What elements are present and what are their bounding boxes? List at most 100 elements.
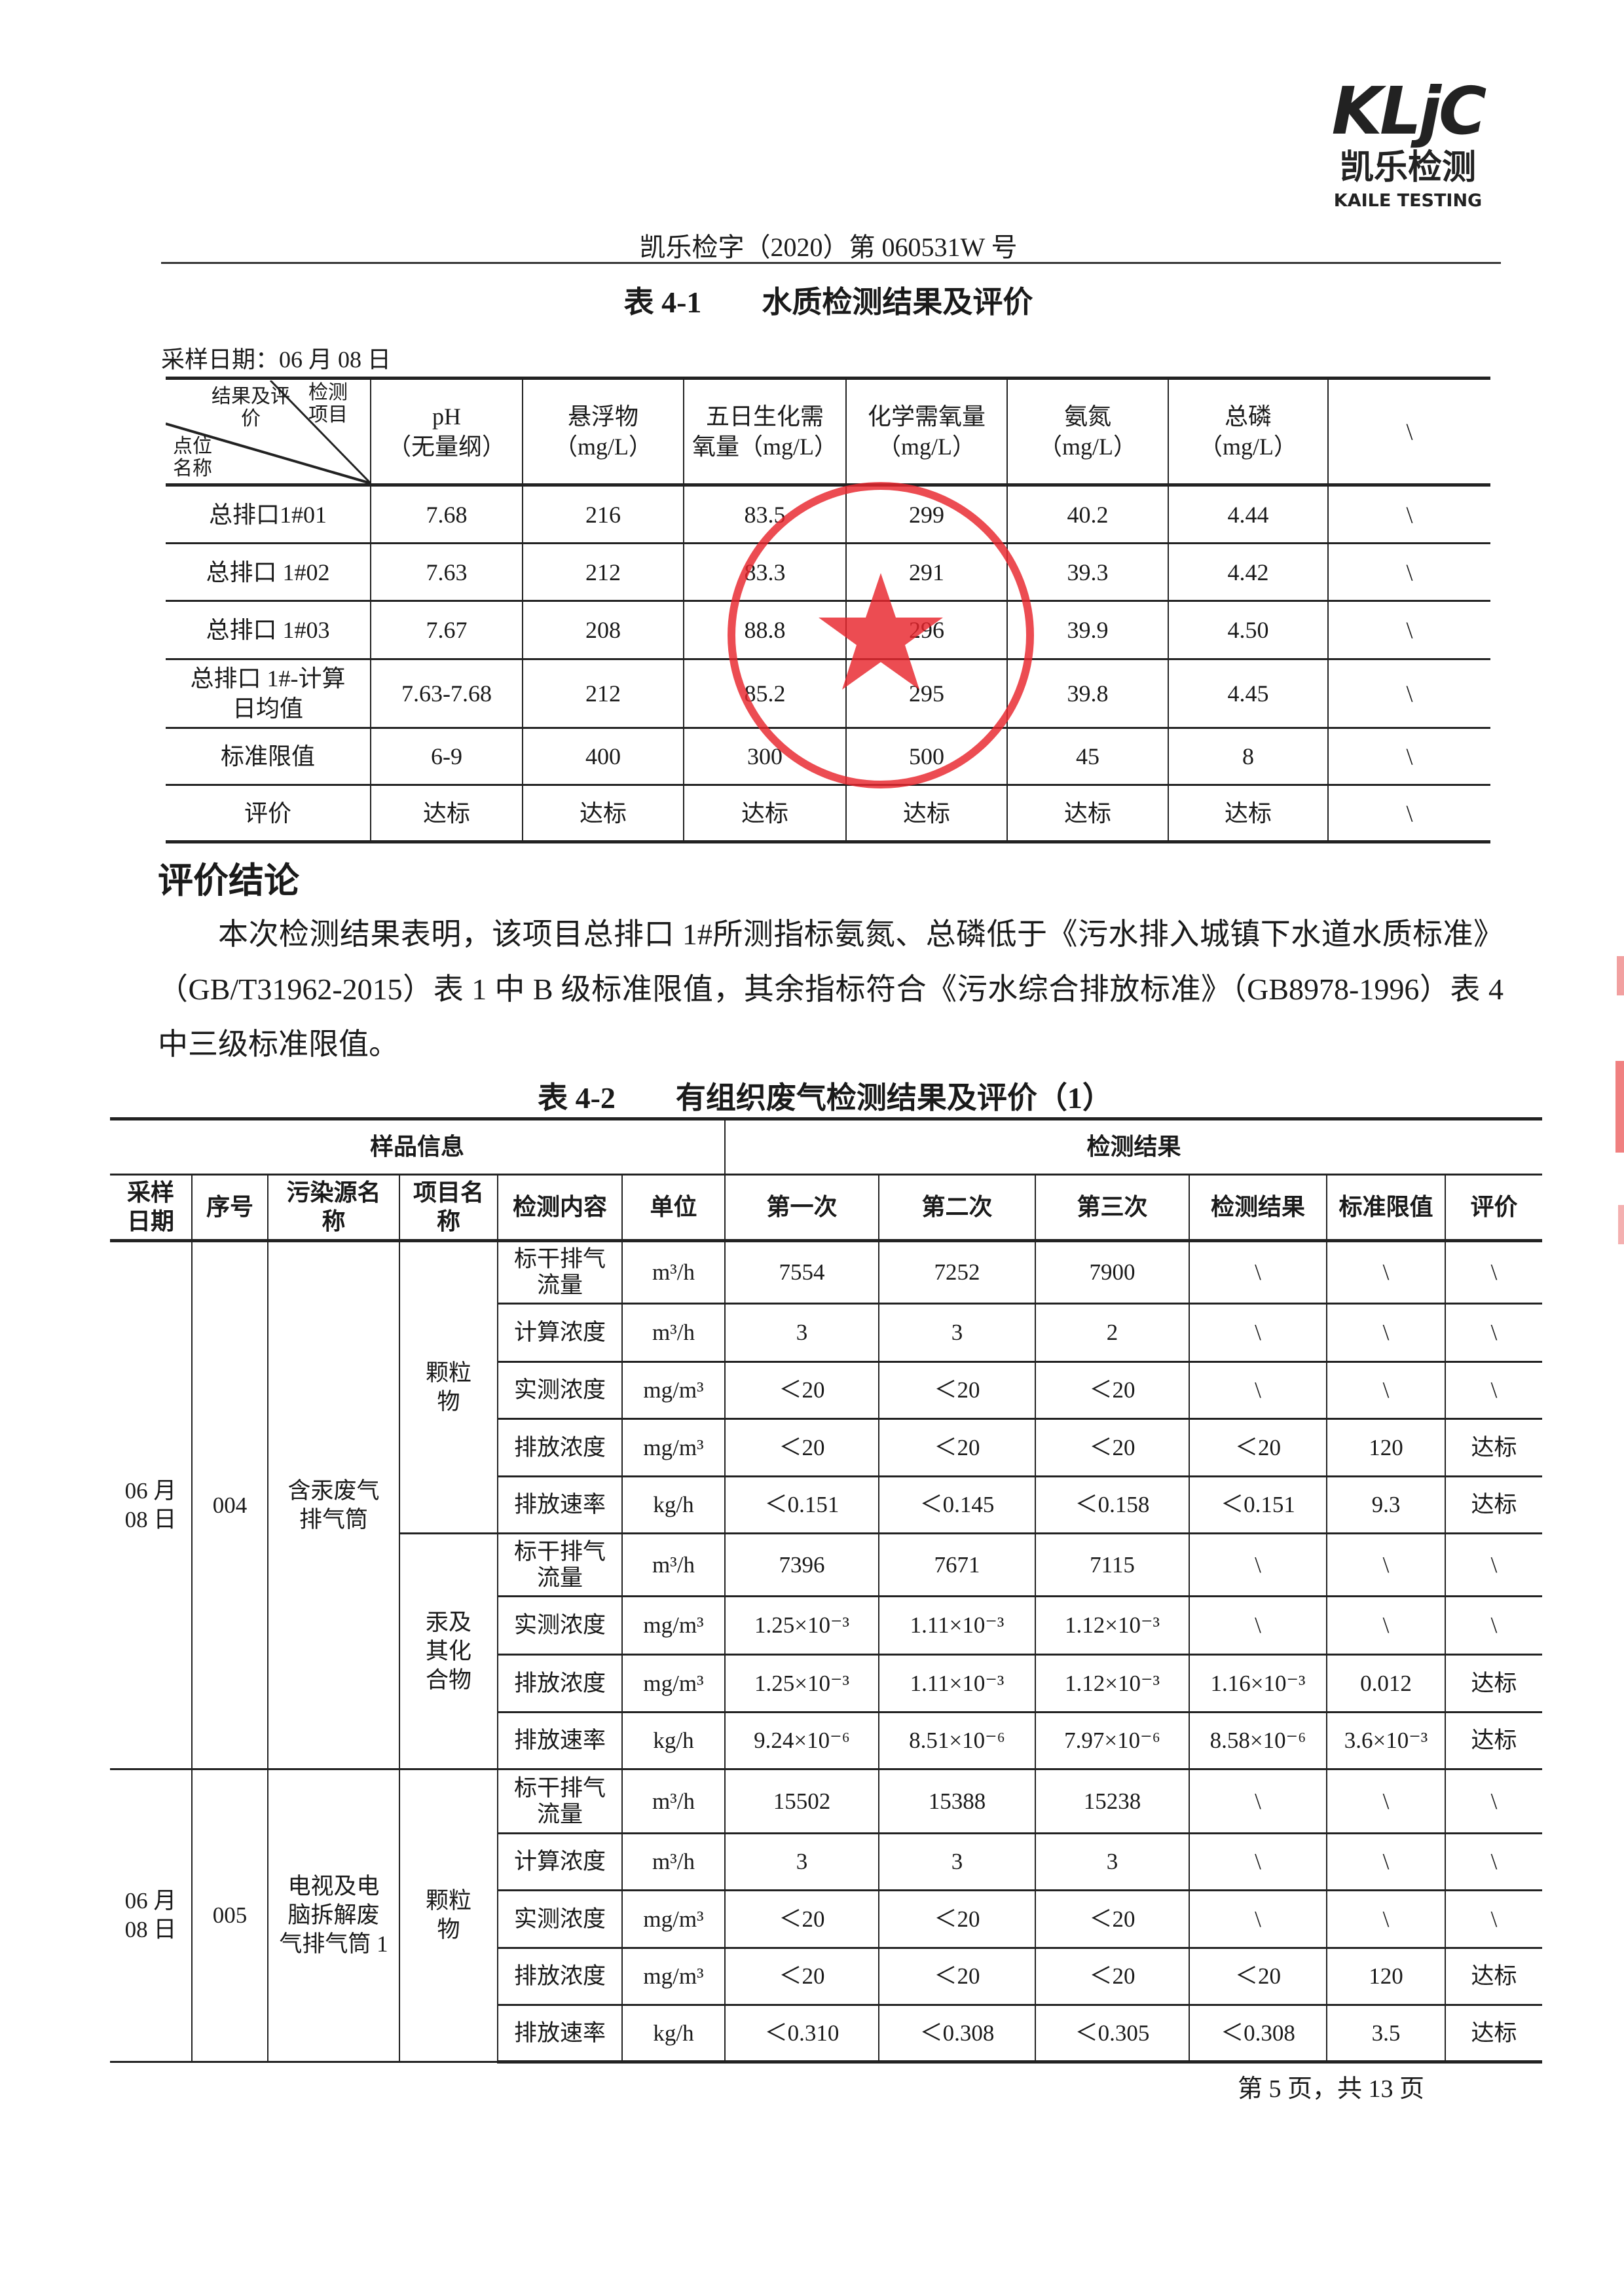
- header-name: 五日生化需: [705, 403, 824, 430]
- table2-row: 实测浓度 mg/m³ ＜20 ＜20 ＜20 \ \ \: [110, 1361, 1543, 1420]
- limit-cell: \: [1326, 1239, 1447, 1305]
- evaluation-cell: 达标: [1445, 1654, 1543, 1713]
- corner-label-top: 检测项目: [308, 381, 348, 426]
- company-logo: KLjC 凯乐检测 KAILE TESTING: [1316, 75, 1500, 226]
- third-value: ＜20: [1035, 1947, 1190, 2006]
- header-blank: \: [1327, 377, 1490, 487]
- unit-cell: m³/h: [621, 1239, 726, 1305]
- evaluation-cell: \: [1445, 1768, 1543, 1834]
- content-cell: 计算浓度: [497, 1303, 623, 1363]
- column-header: 单位: [621, 1174, 726, 1242]
- content-cell: 排放浓度: [497, 1654, 623, 1713]
- unit-cell: kg/h: [621, 1475, 726, 1534]
- third-value: 2: [1035, 1303, 1190, 1363]
- second-value: ＜20: [878, 1361, 1037, 1420]
- table2-row: 计算浓度 m³/h 3 3 2 \ \ \: [110, 1303, 1543, 1363]
- table1-row: 总排口 1#02 7.63 212 83.3 291 39.3 4.42 \: [166, 542, 1490, 602]
- table2-row: 实测浓度 mg/m³ ＜20 ＜20 ＜20 \ \ \: [110, 1889, 1543, 1949]
- second-value: 1.11×10⁻³: [878, 1654, 1037, 1713]
- evaluation-cell: \: [1445, 1239, 1543, 1305]
- evaluation-cell: 达标: [1445, 2004, 1543, 2064]
- result-cell: ＜20: [1189, 1418, 1328, 1477]
- value-cell: 7.68: [370, 483, 523, 544]
- value-cell: 39.8: [1006, 658, 1169, 729]
- value-cell: 400: [522, 727, 684, 786]
- evaluation-cell: \: [1445, 1889, 1543, 1949]
- content-cell: 实测浓度: [497, 1595, 623, 1656]
- header-name: 化学需氧量: [867, 403, 986, 430]
- first-value: 15502: [724, 1768, 880, 1834]
- header-bod5: 五日生化需 氧量（mg/L）: [683, 377, 847, 487]
- first-value: 3: [724, 1303, 880, 1363]
- unit-cell: mg/m³: [621, 1595, 726, 1656]
- value-cell: \: [1327, 658, 1490, 729]
- content-cell: 排放速率: [497, 1475, 623, 1534]
- group-header-results: 检测结果: [724, 1117, 1543, 1176]
- value-cell: 45: [1006, 727, 1169, 786]
- column-header: 序号: [191, 1174, 268, 1242]
- unit-cell: kg/h: [621, 1711, 726, 1770]
- sequence-cell: 004: [191, 1239, 268, 1770]
- conclusion-text: 本次检测结果表明，该项目总排口 1#所测指标氨氮、总磷低于《污水排入城镇下水道水…: [158, 917, 1504, 1061]
- limit-cell: \: [1326, 1889, 1447, 1949]
- value-cell: 296: [845, 600, 1008, 660]
- table2-row: 排放浓度 mg/m³ 1.25×10⁻³ 1.11×10⁻³ 1.12×10⁻³ 1.16…: [110, 1654, 1543, 1713]
- header-name: 氨氮: [1063, 403, 1111, 430]
- column-header: 第二次: [878, 1174, 1037, 1242]
- value-cell: 500: [845, 727, 1008, 786]
- value-cell: 88.8: [683, 600, 847, 660]
- result-cell: \: [1189, 1303, 1328, 1363]
- value-cell: 212: [522, 542, 684, 602]
- unit-cell: m³/h: [621, 1832, 726, 1891]
- value-cell: 4.50: [1168, 600, 1329, 660]
- limit-cell: 120: [1326, 1418, 1447, 1477]
- header-ss: 悬浮物 （mg/L）: [522, 377, 684, 487]
- value-cell: 291: [845, 542, 1008, 602]
- header-tp: 总磷 （mg/L）: [1168, 377, 1329, 487]
- limit-cell: 9.3: [1326, 1475, 1447, 1534]
- evaluation-cell: \: [1445, 1595, 1543, 1656]
- evaluation-cell: 达标: [1445, 1475, 1543, 1534]
- value-cell: 7.63-7.68: [370, 658, 523, 729]
- header-unit: （mg/L）: [1199, 434, 1297, 460]
- result-cell: 8.58×10⁻⁶: [1189, 1711, 1328, 1770]
- water-quality-table: 检测项目 结果及评价 点位名称 pH （无量纲） 悬浮物 （mg/L） 五日生化需氧…: [166, 377, 1490, 843]
- first-value: 9.24×10⁻⁶: [724, 1711, 880, 1770]
- value-cell: 达标: [522, 784, 684, 843]
- unit-cell: m³/h: [621, 1303, 726, 1363]
- value-cell: 达标: [370, 784, 523, 843]
- content-cell: 计算浓度: [497, 1832, 623, 1891]
- value-cell: 4.44: [1168, 483, 1329, 544]
- third-value: 1.12×10⁻³: [1035, 1654, 1190, 1713]
- second-value: ＜0.145: [878, 1475, 1037, 1534]
- column-header-row: 采样日期 序号 污染源名称 项目名称 检测内容 单位 第一次 第二次 第三次 检测结果 标准限值 评价: [110, 1174, 1543, 1242]
- result-cell: \: [1189, 1361, 1328, 1420]
- row-label: 总排口 1#-计算日均值: [166, 658, 371, 729]
- value-cell: \: [1327, 542, 1490, 602]
- corner-label-mid: 结果及评价: [212, 385, 290, 430]
- header-divider: [161, 262, 1501, 264]
- result-cell: \: [1189, 1532, 1328, 1597]
- logo-mark: KLjC: [1331, 73, 1487, 149]
- header-unit: （mg/L）: [1039, 434, 1137, 460]
- table1-row: 总排口 1#-计算日均值 7.63-7.68 212 85.2 295 39.8 4.45 \: [166, 658, 1490, 729]
- corner-header-cell: 检测项目 结果及评价 点位名称: [166, 377, 371, 487]
- value-cell: \: [1327, 727, 1490, 786]
- value-cell: 达标: [1168, 784, 1329, 843]
- header-name: 悬浮物: [567, 403, 638, 430]
- evaluation-cell: 达标: [1445, 1947, 1543, 2006]
- value-cell: 4.45: [1168, 658, 1329, 729]
- first-value: 3: [724, 1832, 880, 1891]
- diagonal-lines: [166, 380, 371, 483]
- header-unit: （无量纲）: [387, 434, 506, 460]
- content-cell: 排放浓度: [497, 1418, 623, 1477]
- content-cell: 排放速率: [497, 2004, 623, 2064]
- table2-row: 排放速率 kg/h 9.24×10⁻⁶ 8.51×10⁻⁶ 7.97×10⁻⁶ 8.58×…: [110, 1711, 1543, 1770]
- second-value: ＜0.308: [878, 2004, 1037, 2064]
- second-value: 3: [878, 1832, 1037, 1891]
- column-header: 检测结果: [1189, 1174, 1328, 1242]
- logo-name-en: KAILE TESTING: [1333, 191, 1483, 211]
- evaluation-cell: 达标: [1445, 1711, 1543, 1770]
- second-value: ＜20: [878, 1418, 1037, 1477]
- column-header: 项目名称: [399, 1174, 498, 1242]
